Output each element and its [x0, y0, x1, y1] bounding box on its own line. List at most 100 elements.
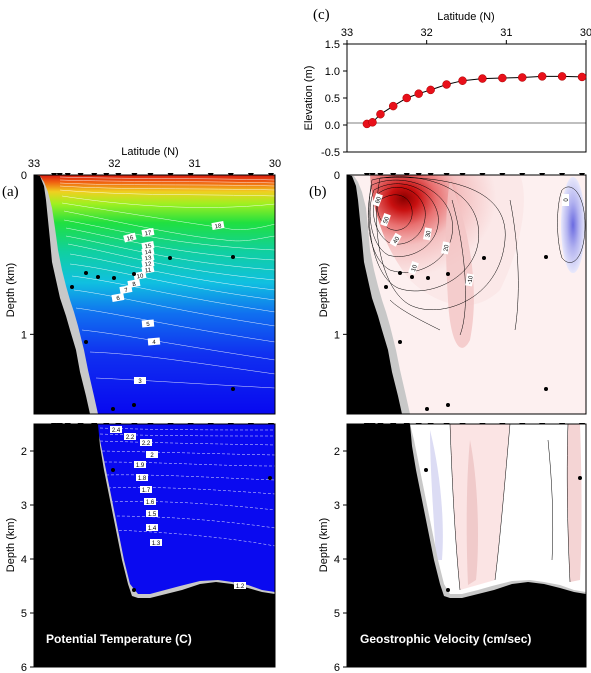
contour-label: 3 — [134, 377, 146, 385]
elevation-y-tick-label: 0.5 — [325, 93, 340, 105]
depth-tick-label: 2 — [21, 446, 27, 458]
velocity-upper-section: 60 50 40 30 20 10 0 -10 — [346, 174, 587, 415]
contour-label-text: 14 — [144, 249, 152, 256]
depth-tick-label: 5 — [334, 608, 340, 620]
depth-tick-label: 5 — [21, 608, 27, 620]
contour-label-text: 15 — [144, 243, 152, 250]
contour-label-bg — [234, 582, 246, 589]
contour-label-bg — [124, 433, 136, 440]
contour-label-text: 1.8 — [138, 476, 147, 482]
section-x-tick-label: 30 — [269, 158, 281, 170]
panel-label-b: (b) — [309, 184, 327, 200]
contour-label: 2.2 — [140, 439, 152, 447]
temperature-y-label-lower: Depth (km) — [5, 518, 17, 572]
depth-tick-label: 4 — [21, 554, 27, 566]
elevation-point — [402, 93, 411, 103]
elevation-x-label: Latitude (N) — [437, 11, 494, 23]
elevation-y-tick-label: 1.0 — [325, 66, 340, 78]
elevation-y-tick-label: 0.0 — [325, 120, 340, 132]
contour-label-bg — [110, 426, 122, 433]
elevation-x-tick-label: 30 — [580, 27, 591, 39]
velocity-box-label: Geostrophic Velocity (cm/sec) — [360, 632, 531, 646]
depth-tick-label: 0 — [21, 170, 27, 182]
contour-label-bg — [140, 439, 152, 446]
contour-label: 16 — [123, 232, 137, 243]
contour-label-bg — [372, 192, 383, 207]
section-x-tick-label: 33 — [28, 158, 40, 170]
contour-label: 17 — [141, 228, 155, 238]
contour-label: 30 — [423, 227, 433, 241]
contour-label-text: 6 — [116, 296, 121, 303]
contour-label-text: -10 — [467, 275, 475, 285]
contour-label-text: 10 — [411, 264, 419, 273]
section-x-tick-label: 31 — [189, 158, 201, 170]
contour-label-bg — [389, 232, 402, 247]
contour-label-bg — [133, 271, 147, 280]
contour-label-text: 8 — [132, 282, 137, 289]
panel-label-c: (c) — [313, 7, 330, 23]
contour-label: 6 — [111, 293, 125, 303]
elevation-y-tick-label: -0.5 — [321, 147, 340, 159]
elevation-x-tick-label: 32 — [421, 27, 433, 39]
contour-label: 40 — [389, 232, 402, 247]
contour-label-bg — [111, 293, 125, 302]
contour-label-text: 2.4 — [112, 428, 121, 434]
elevation-y-label: Elevation (m) — [303, 66, 315, 131]
depth-tick-label: 1 — [334, 329, 340, 341]
elevation-panel: 33 32 31 30 -0.5 0.0 0.5 1.0 1.5 Latitude (N) El… — [303, 7, 591, 159]
elevation-x-tick-label: 33 — [341, 27, 353, 39]
contour-label-text: 2.2 — [142, 441, 151, 447]
contour-label-bg — [134, 377, 146, 384]
contour-label: 10 — [133, 271, 147, 281]
contour-label-text: 16 — [126, 235, 135, 243]
contour-label: 1.9 — [134, 461, 146, 469]
contour-label-text: 13 — [144, 255, 152, 262]
velocity-y-ticks: 1 2 3 4 5 6 0 — [334, 170, 347, 673]
contour-label: 1.7 — [140, 486, 152, 494]
contour-label-bg — [211, 221, 225, 230]
velocity-upper-contour-labels: 60 50 40 30 20 10 0 -10 — [372, 192, 570, 287]
elevation-point — [442, 80, 451, 89]
contour-label-text: 11 — [145, 267, 153, 274]
elevation-plot-frame — [346, 43, 587, 153]
elevation-point — [498, 73, 507, 83]
contour-label: 7 — [119, 285, 133, 295]
contour-label-text: 1.4 — [148, 526, 157, 532]
contour-label-bg — [119, 285, 133, 294]
contour-label-text: 5 — [146, 322, 151, 328]
temperature-y-ticks: 1 2 3 4 5 6 0 — [21, 170, 34, 673]
depth-tick-label: 6 — [334, 662, 340, 673]
elevation-point — [388, 101, 398, 111]
contour-label: 60 — [372, 192, 383, 207]
contour-label-text: 0 — [564, 198, 570, 202]
depth-tick-label: 3 — [334, 500, 340, 512]
contour-label-bg — [562, 194, 569, 206]
elevation-point — [557, 72, 567, 81]
contour-label-bg — [146, 451, 158, 458]
contour-label: 10 — [408, 260, 419, 275]
contour-label-text: 40 — [393, 236, 402, 245]
contour-label-bg — [441, 241, 450, 255]
contour-label: 5 — [141, 319, 155, 328]
contour-label-text: 1.7 — [142, 488, 151, 494]
temperature-panel: Latitude (N) (a) 33 32 31 30 — [2, 146, 281, 673]
depth-tick-label: 3 — [21, 500, 27, 512]
contour-label-bg — [141, 228, 155, 237]
contour-label-bg — [123, 232, 137, 243]
contour-label-text: 1.2 — [236, 584, 245, 590]
temperature-lower-contour-labels: 2.4 2.2 2.2 2 1.9 1.8 1.7 1.6 1.5 1.4 1.3 1.2 — [110, 426, 246, 590]
contour-label-text: 2.2 — [126, 435, 135, 441]
section-x-tick-label: 32 — [108, 158, 120, 170]
contour-label: 4 — [147, 337, 161, 346]
contour-label-text: 7 — [124, 288, 129, 295]
contour-label: 18 — [211, 221, 225, 231]
contour-label-bg — [408, 260, 419, 275]
contour-label: 1.2 — [234, 582, 246, 590]
contour-label-bg — [380, 212, 391, 227]
depth-tick-label: 0 — [334, 170, 340, 182]
elevation-point — [518, 73, 527, 82]
elevation-point — [537, 72, 547, 81]
